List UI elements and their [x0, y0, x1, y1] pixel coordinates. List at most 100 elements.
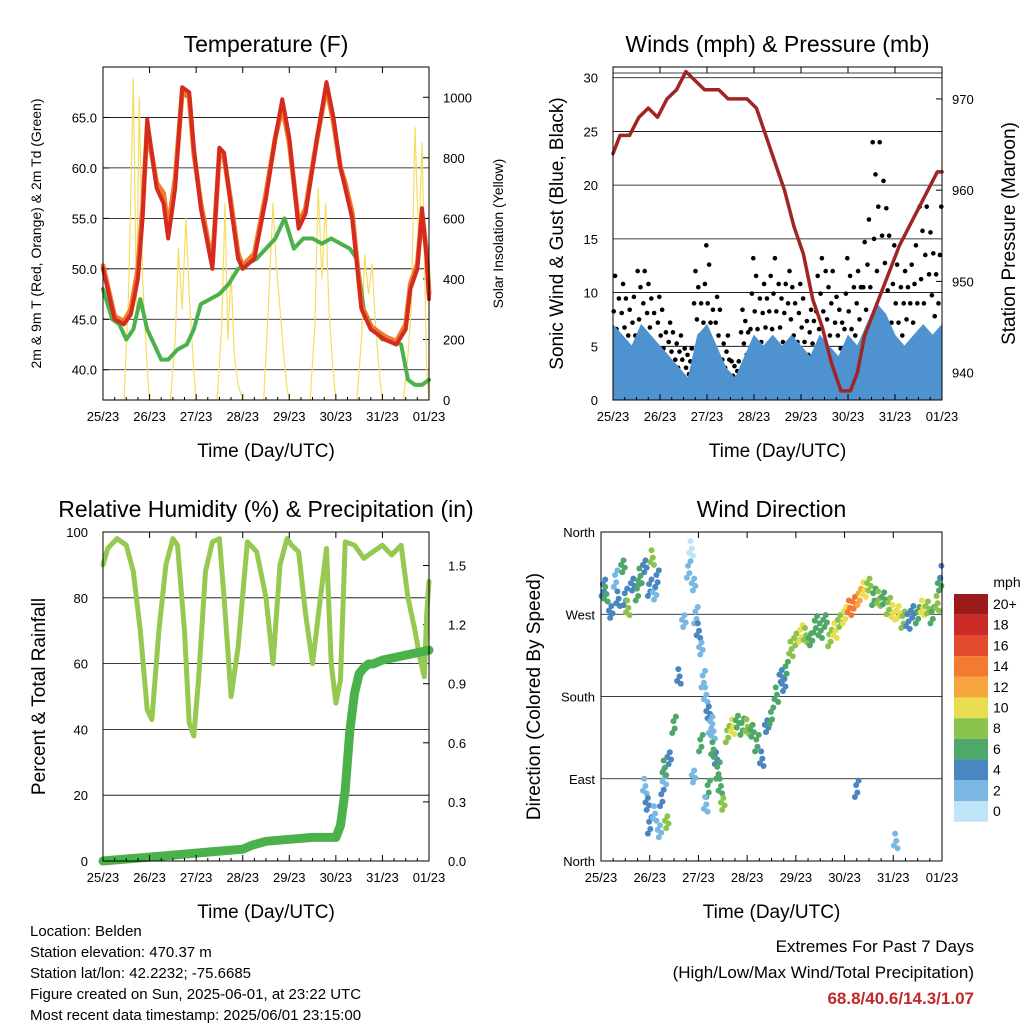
- gust-point: [800, 296, 806, 301]
- gust-point: [763, 325, 768, 330]
- direction-point: [702, 794, 709, 801]
- x-tick-label: 01/23: [413, 409, 446, 424]
- legend-swatch: [954, 676, 988, 698]
- gust-point: [890, 281, 896, 287]
- direction-point: [668, 756, 675, 763]
- direction-point: [842, 615, 849, 622]
- direction-point: [789, 653, 796, 660]
- y-right-tick-label: 0: [443, 393, 450, 408]
- gust-point: [745, 330, 751, 335]
- x-tick-label: 01/23: [926, 409, 959, 424]
- gust-point: [816, 326, 822, 332]
- gust-point: [830, 268, 836, 274]
- direction-point: [778, 666, 785, 673]
- direction-point: [661, 764, 668, 771]
- gust-point: [851, 284, 857, 290]
- direction-point: [687, 558, 694, 565]
- direction-point: [657, 822, 664, 829]
- direction-point: [711, 753, 718, 760]
- direction-point: [682, 619, 689, 626]
- gust-point: [896, 320, 901, 325]
- gust-point: [777, 325, 783, 330]
- gust-point: [808, 307, 814, 313]
- direction-point: [866, 575, 873, 582]
- direction-point: [698, 743, 705, 750]
- gust-point: [885, 288, 891, 293]
- direction-point: [709, 720, 716, 727]
- direction-point: [642, 557, 649, 564]
- direction-point: [681, 612, 688, 619]
- direction-point: [692, 774, 699, 781]
- gust-point: [788, 317, 794, 322]
- y-tick-label: 0: [81, 854, 88, 869]
- gust-point: [714, 294, 720, 300]
- direction-point: [620, 557, 627, 564]
- legend-swatch: [954, 801, 988, 822]
- direction-point: [811, 617, 818, 624]
- y-axis-label: Direction (Colored By Speed): [524, 573, 545, 820]
- direction-point: [703, 801, 710, 808]
- direction-point: [685, 562, 692, 569]
- x-tick-label: 27/23: [180, 409, 213, 424]
- x-tick-label: 01/23: [926, 870, 959, 885]
- direction-point: [784, 658, 791, 665]
- chart-title: Winds (mph) & Pressure (mb): [625, 31, 929, 57]
- x-tick-label: 27/23: [691, 409, 724, 424]
- direction-point: [704, 698, 711, 705]
- x-tick-label: 30/23: [320, 409, 353, 424]
- direction-point: [689, 587, 696, 594]
- gust-point: [932, 313, 938, 319]
- gust-point: [881, 178, 886, 184]
- direction-point: [766, 720, 773, 727]
- direction-point: [875, 588, 882, 595]
- extremes-box: Extremes For Past 7 Days (High/Low/Max W…: [673, 934, 974, 1012]
- gust-point: [729, 359, 734, 364]
- x-tick-label: 26/23: [633, 870, 666, 885]
- gust-point: [839, 320, 845, 325]
- y-right-tick-label: 960: [952, 183, 974, 198]
- direction-point: [691, 575, 698, 582]
- gust-point: [797, 281, 803, 287]
- gust-point: [819, 255, 825, 261]
- gust-point: [854, 301, 859, 306]
- direction-point: [935, 607, 942, 614]
- direction-point: [904, 611, 911, 618]
- direction-point: [806, 642, 813, 649]
- gust-point: [790, 284, 795, 290]
- gust-point: [724, 349, 729, 354]
- x-axis-label: Time (Day/UTC): [703, 902, 841, 923]
- direction-point: [659, 798, 666, 805]
- direction-point: [626, 612, 633, 619]
- direction-point: [814, 613, 821, 620]
- direction-point: [709, 739, 716, 746]
- gust-point: [702, 281, 708, 287]
- gust-point: [647, 325, 653, 330]
- direction-point: [614, 588, 621, 595]
- direction-point: [689, 552, 696, 559]
- direction-point: [610, 583, 617, 590]
- gust-point: [785, 301, 791, 306]
- gust-point: [823, 268, 828, 274]
- x-tick-label: 29/23: [780, 870, 813, 885]
- gust-point: [904, 317, 909, 322]
- gust-point: [915, 301, 920, 306]
- x-tick-label: 31/23: [877, 870, 910, 885]
- gust-point: [642, 268, 648, 274]
- direction-point: [924, 598, 931, 605]
- gust-point: [871, 236, 877, 242]
- direction-point: [868, 602, 875, 609]
- direction-point: [654, 579, 661, 586]
- gust-point: [620, 281, 626, 287]
- direction-point: [753, 736, 760, 743]
- gust-point: [844, 255, 850, 261]
- direction-point: [782, 683, 789, 690]
- direction-point: [837, 612, 844, 619]
- gust-point: [705, 301, 711, 306]
- direction-point: [691, 767, 698, 774]
- direction-point: [703, 691, 710, 698]
- direction-point: [839, 620, 846, 627]
- direction-point: [604, 598, 611, 605]
- gust-point: [779, 296, 784, 301]
- gust-point: [769, 326, 775, 332]
